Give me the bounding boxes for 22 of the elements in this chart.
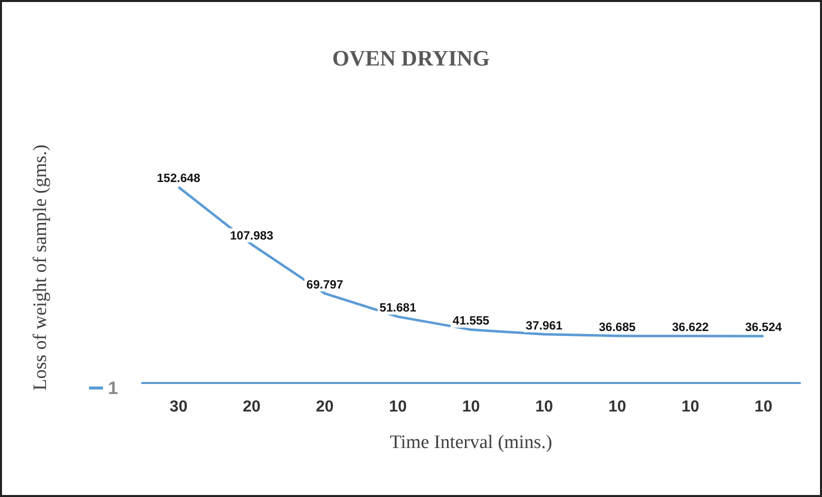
x-tick-label: 20 [316, 398, 334, 416]
x-tick-label: 30 [170, 398, 188, 416]
data-label: 36.622 [672, 320, 710, 334]
legend-label: 1 [108, 378, 118, 398]
data-label: 36.685 [598, 320, 636, 334]
data-label: 107.983 [230, 228, 274, 242]
x-tick-label: 10 [535, 398, 554, 416]
data-label: 41.555 [452, 314, 490, 328]
data-label: 69.797 [306, 277, 344, 292]
x-tick-label: 10 [681, 398, 700, 416]
data-label: 51.681 [380, 300, 417, 315]
x-tick-label: 20 [242, 398, 261, 416]
y-axis-title: Loss of weight of sample (gms.) [30, 144, 51, 390]
x-axis-title: Time Interval (mins.) [390, 432, 552, 453]
x-tick-label: 10 [608, 398, 626, 416]
x-tick-label: 10 [462, 398, 480, 416]
x-tick-label: 10 [388, 398, 407, 416]
data-label: 37.961 [526, 318, 563, 332]
x-tick-label: 10 [754, 398, 772, 416]
data-label: 36.524 [745, 320, 782, 334]
chart-title: OVEN DRYING [332, 46, 490, 70]
data-label: 152.648 [156, 171, 201, 186]
